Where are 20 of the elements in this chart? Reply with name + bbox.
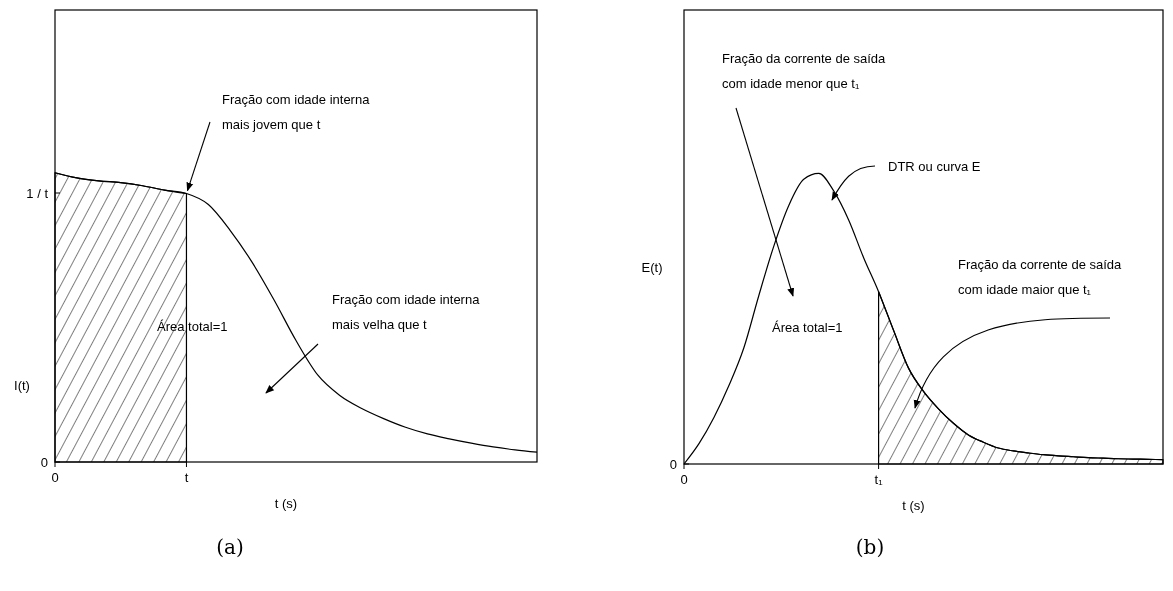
text: 1 / t [26, 186, 49, 201]
text: 0 [40, 455, 48, 470]
x-axis-title: t (s) [274, 496, 298, 511]
annotation: Fração com idade interna mais jovem que t [222, 92, 371, 132]
text: (b) [855, 535, 885, 559]
x-tick-label: 0 [680, 472, 688, 487]
x-tick-label: t [184, 470, 189, 485]
annotation: Fração da corrente de saída com idade maior que t₁ [958, 257, 1123, 297]
annotation: Área total=1 [772, 320, 843, 335]
annotation: Área total=1 [157, 319, 228, 334]
y-axis-title: I(t) [14, 378, 30, 393]
text: Fração da corrente de saída com idade menor que t₁ [722, 51, 887, 91]
text: 0 [669, 457, 677, 472]
x-tick-label: 0 [51, 470, 59, 485]
annotation: DTR ou curva E [888, 159, 981, 174]
text: (a) [216, 535, 244, 559]
x-axis-title: t (s) [902, 498, 925, 513]
x-tick-label: t₁ [874, 472, 884, 487]
y-axis-title: E(t) [641, 260, 663, 275]
annotation: Fração com idade interna mais velha que t [332, 292, 481, 332]
